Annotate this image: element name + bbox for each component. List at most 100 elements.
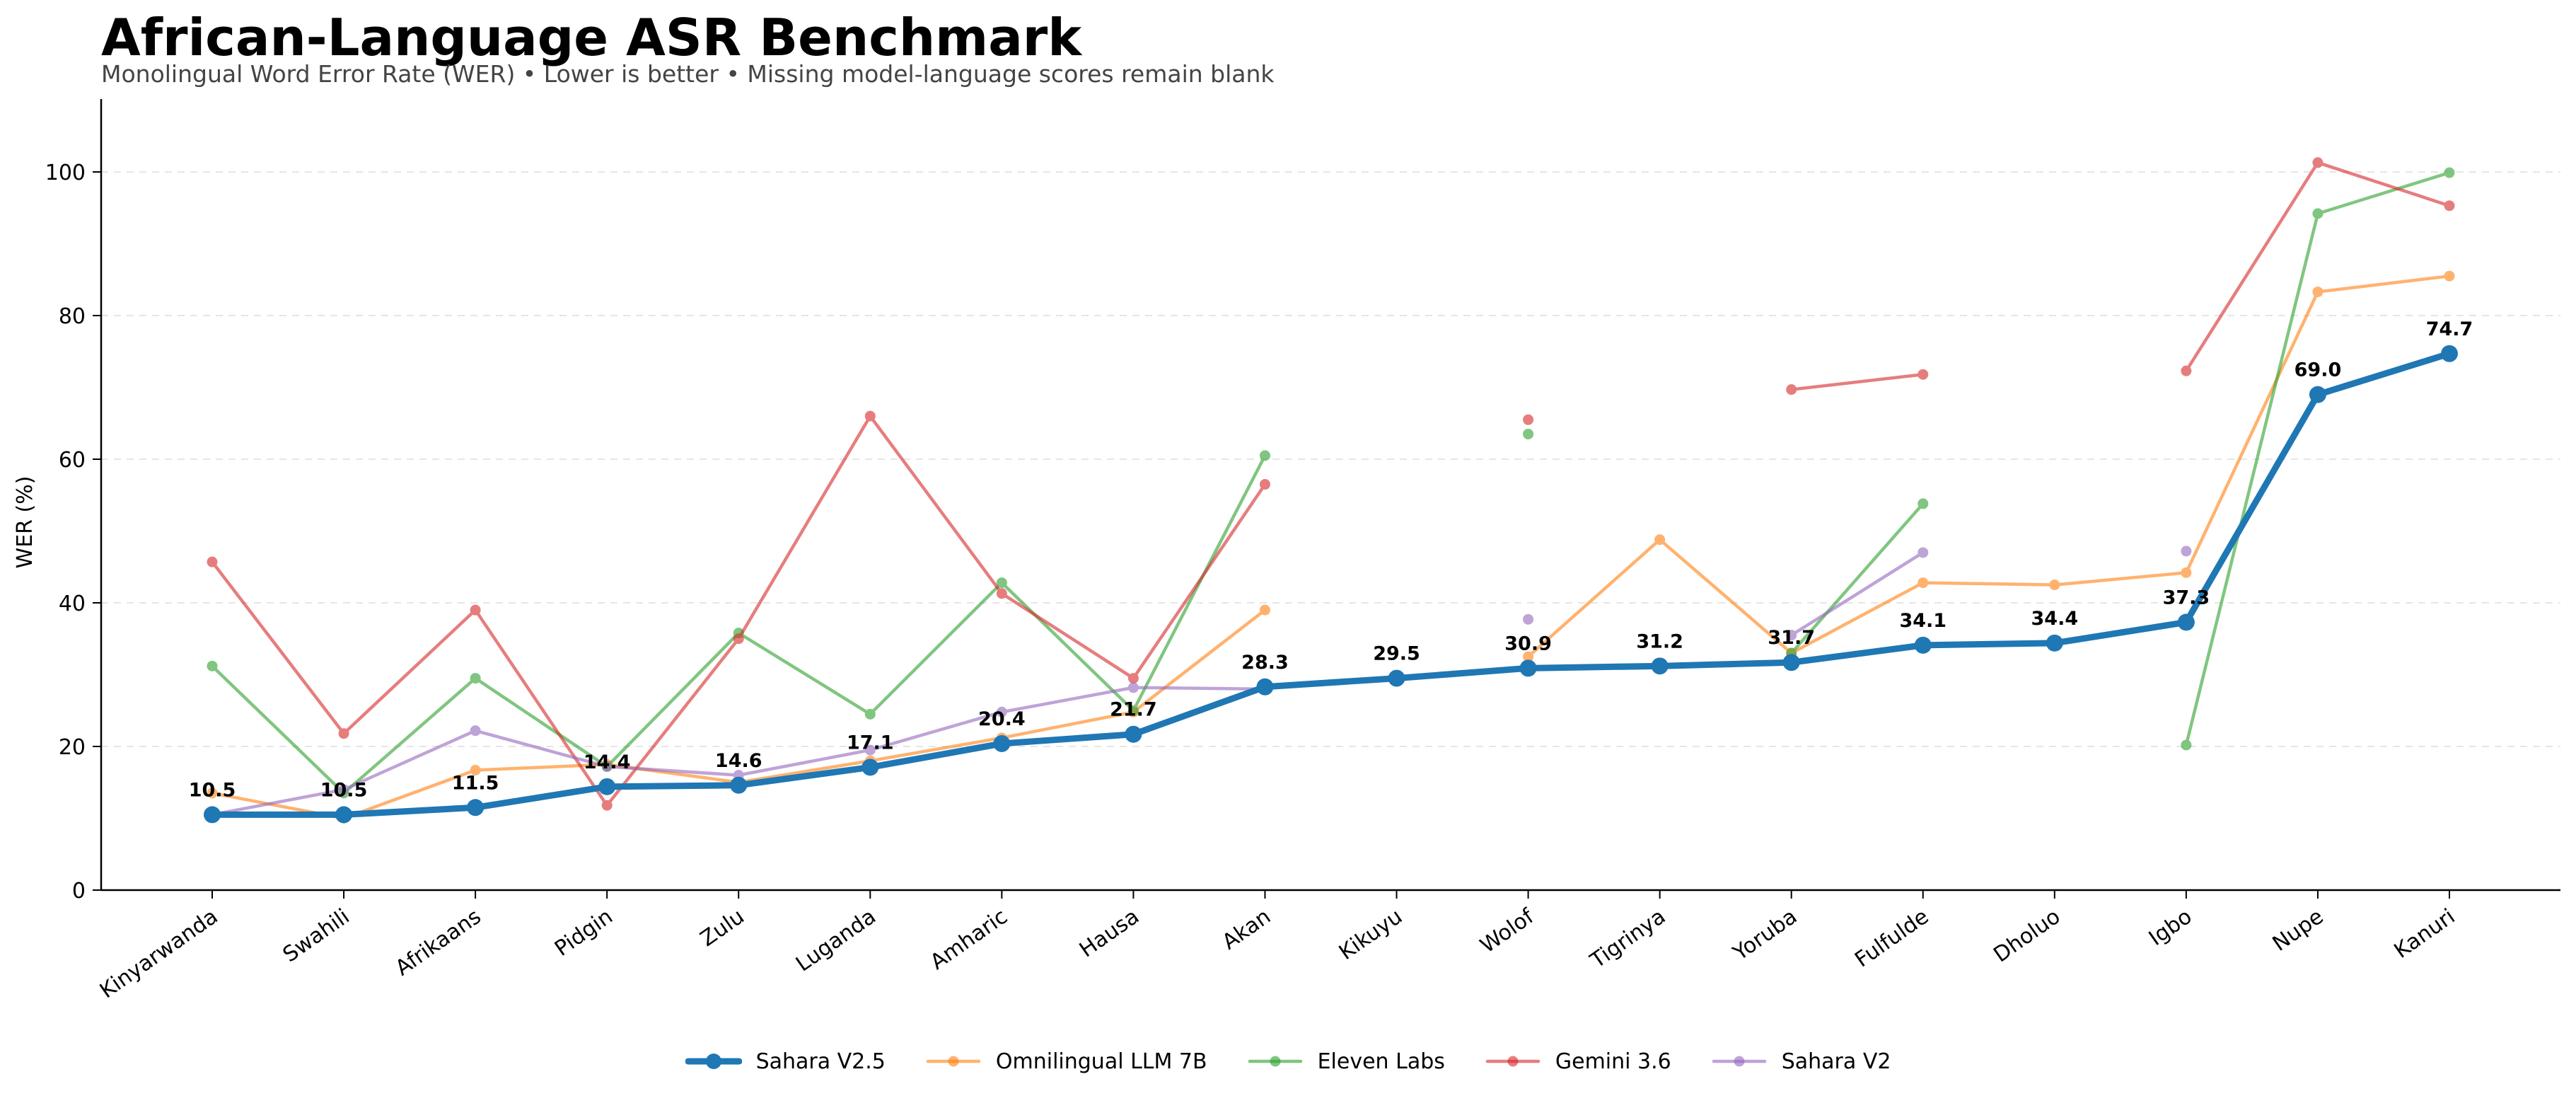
data-label: 21.7 [1110, 699, 1157, 721]
y-axis-ticks: 0 20 40 60 80 100 [45, 161, 101, 904]
data-point [1651, 657, 1669, 675]
data-point [470, 604, 481, 616]
data-point [1256, 678, 1274, 696]
data-label: 10.5 [189, 779, 236, 801]
x-tick-label: Nupe [2268, 904, 2328, 957]
data-point [2181, 739, 2192, 751]
data-point [864, 744, 876, 756]
legend-swatch [1248, 1056, 1302, 1067]
data-point [1127, 682, 1139, 693]
legend-swatch [1485, 1056, 1541, 1067]
data-point [2312, 287, 2323, 298]
data-point [2441, 345, 2458, 362]
x-tick-label: Igbo [2145, 904, 2197, 951]
data-point [601, 800, 613, 811]
series-line [1789, 372, 1925, 391]
series-line [210, 454, 1267, 795]
data-point [1914, 636, 1932, 654]
x-tick-label: Zulu [696, 904, 749, 952]
x-tick-label: Kinyarwanda [95, 904, 223, 1003]
data-point [1127, 705, 1139, 716]
series-group [207, 167, 2455, 799]
data-point [470, 673, 481, 684]
data-point [2049, 579, 2060, 591]
x-tick-label: Kikuyu [1335, 904, 1407, 965]
data-point [204, 806, 221, 824]
data-point [601, 761, 613, 772]
data-point [1918, 369, 1929, 380]
legend-swatch-marker [1270, 1056, 1281, 1067]
data-point [1523, 651, 1534, 662]
x-tick-label: Kanuri [2390, 904, 2460, 964]
series-group [204, 345, 2458, 824]
data-point [338, 728, 349, 739]
data-point [598, 778, 616, 795]
legend-label: Gemini 3.6 [1555, 1049, 1671, 1074]
data-point [2046, 634, 2063, 652]
legend-swatch-marker [1507, 1056, 1519, 1067]
y-tick-label: 100 [45, 161, 86, 185]
x-tick-label: Swahili [279, 904, 354, 967]
series-line [1789, 502, 1925, 655]
data-point [2444, 167, 2455, 178]
data-point [1259, 604, 1270, 616]
data-labels: 10.5 10.5 11.5 14.4 14.6 17.1 20.4 21.7 28.3 29.5… [189, 318, 2473, 802]
data-point [1523, 414, 1534, 425]
data-point [730, 776, 748, 794]
legend-item: Sahara V2.5 [685, 1049, 886, 1074]
data-label: 17.1 [847, 732, 894, 754]
data-point [864, 410, 876, 422]
data-label: 14.6 [715, 750, 762, 772]
y-tick-label: 0 [72, 879, 86, 904]
data-label: 10.5 [320, 779, 368, 801]
legend-swatch-marker [948, 1056, 959, 1067]
x-tick-label: Fulfulde [1850, 904, 1933, 973]
data-point [470, 725, 481, 737]
legend-label: Eleven Labs [1317, 1049, 1445, 1074]
x-axis-ticks: Kinyarwanda Swahili Afrikaans Pidgin Zulu Lug… [95, 890, 2460, 1003]
data-label: 20.4 [978, 708, 1026, 730]
data-label: 28.3 [1241, 652, 1289, 674]
data-label: 29.5 [1373, 643, 1420, 665]
data-point [1523, 613, 1534, 625]
legend: Sahara V2.5 Omnilingual LLM 7B Eleven Labs… [0, 1040, 2576, 1083]
data-point [1127, 673, 1139, 684]
legend-swatch [926, 1056, 981, 1067]
data-point [2177, 613, 2195, 631]
data-point [864, 708, 876, 720]
data-point [335, 806, 353, 824]
legend-item: Eleven Labs [1247, 1049, 1445, 1074]
data-point [2309, 386, 2326, 403]
data-point [1125, 725, 1142, 743]
chart-title: African-Language ASR Benchmark [101, 8, 1082, 67]
series-group [207, 157, 2455, 811]
data-label: 74.7 [2426, 318, 2473, 340]
axes [100, 99, 2560, 892]
data-point [2444, 270, 2455, 282]
data-label: 11.5 [452, 772, 499, 794]
legend-item: Omnilingual LLM 7B [925, 1049, 1207, 1074]
x-tick-label: Wolof [1476, 904, 1540, 958]
data-point [2444, 200, 2455, 212]
data-point [996, 588, 1007, 599]
data-point [1523, 428, 1534, 439]
grid-lines [101, 171, 2560, 747]
legend-label: Sahara V2.5 [755, 1049, 886, 1074]
legend-item: Gemini 3.6 [1485, 1049, 1671, 1074]
data-point [207, 660, 218, 671]
legend-label: Omnilingual LLM 7B [995, 1049, 1207, 1074]
data-label: 31.7 [1768, 627, 1815, 649]
data-point [996, 577, 1007, 589]
x-tick-label: Dholuo [1989, 904, 2065, 968]
data-point [2312, 208, 2323, 219]
legend-swatch-marker [705, 1054, 721, 1069]
legend-swatch [685, 1054, 742, 1069]
legend-swatch-marker [1734, 1056, 1745, 1067]
legend-item: Sahara V2 [1711, 1049, 1891, 1074]
series-line [2184, 161, 2452, 373]
data-point [1782, 654, 1800, 671]
x-tick-label: Yoruba [1728, 904, 1802, 966]
series-group [207, 270, 2455, 824]
